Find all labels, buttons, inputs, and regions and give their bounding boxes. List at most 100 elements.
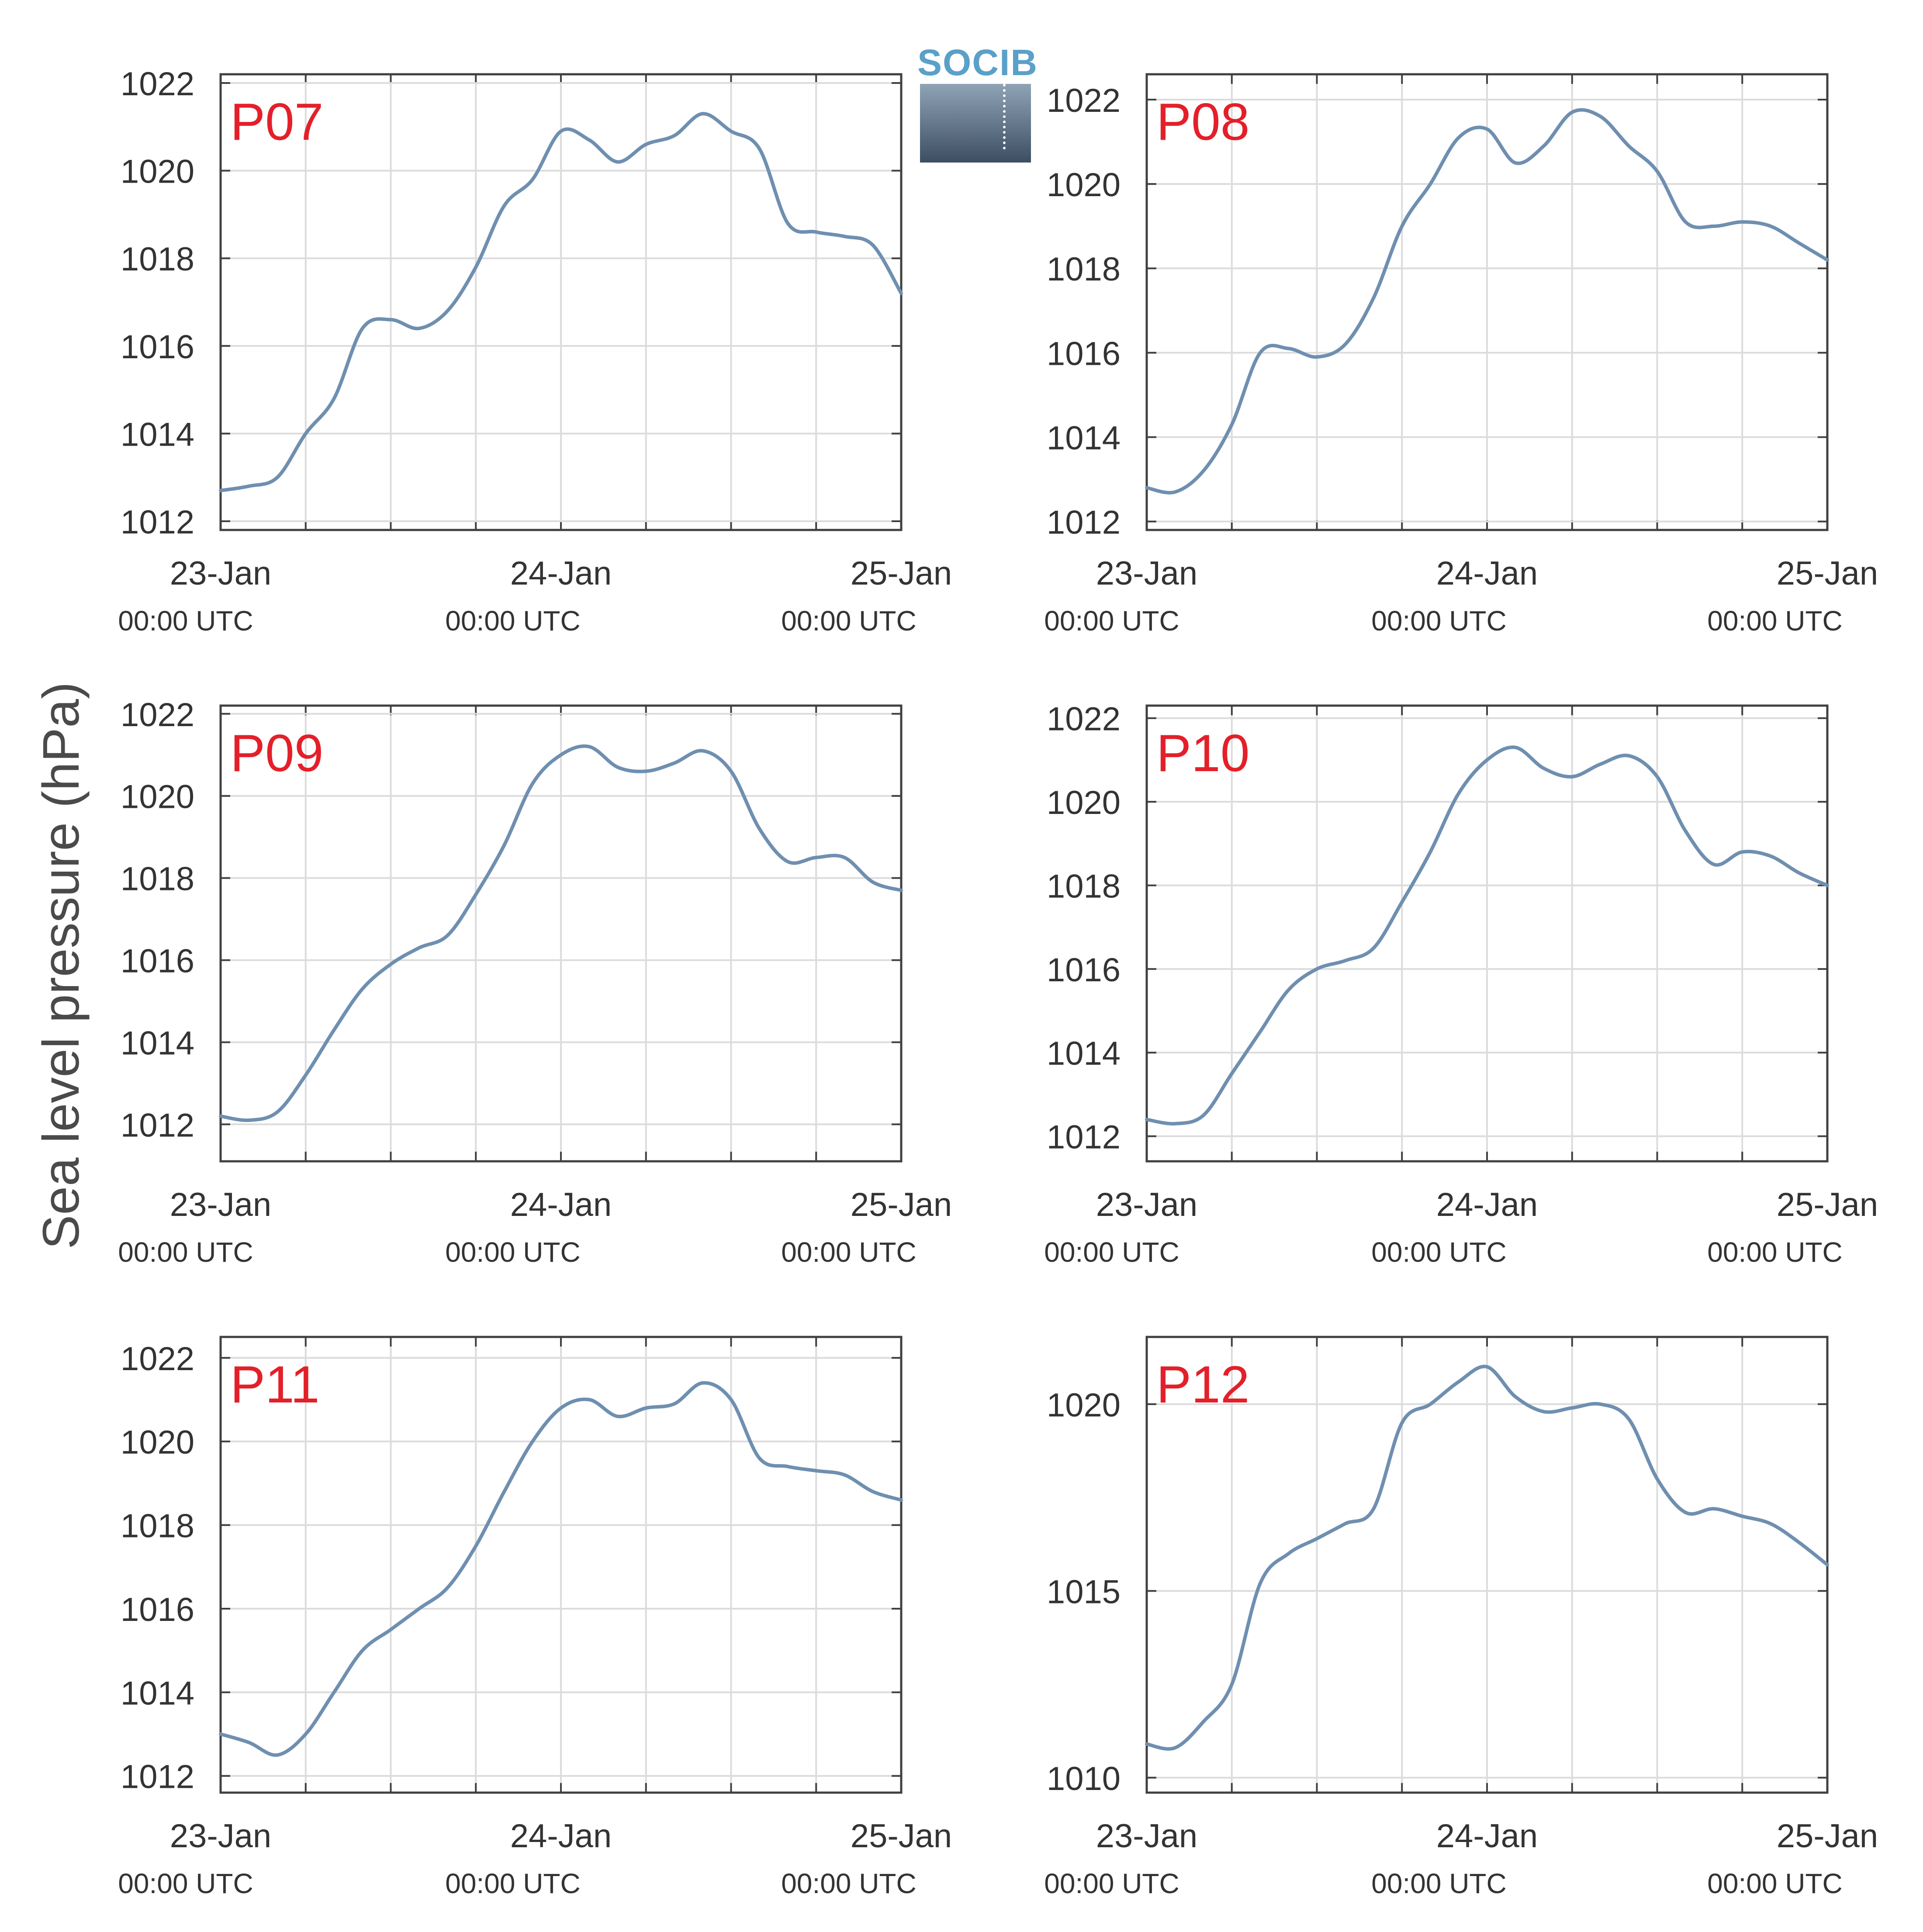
panel-label: P09 [230,724,324,782]
data-point [1231,1073,1232,1074]
y-tick-label: 1020 [121,153,194,190]
y-tick-label: 1018 [1047,868,1121,905]
x-tick-label: 24-Jan [510,1818,612,1855]
y-tick-label: 1022 [121,1340,194,1378]
x-tick-sublabel: 00:00 UTC [1707,1868,1842,1899]
data-point [1231,1684,1232,1685]
x-tick-label: 23-Jan [1096,1186,1197,1223]
y-tick-label: 1012 [121,1107,194,1144]
data-point [1742,1516,1743,1517]
x-tick-label: 23-Jan [170,1186,271,1223]
chart-panel-p09: 1012 1014 1016 1018 1020 1022 P09 23-Jan 00:00 U… [118,696,952,1268]
x-tick-sublabel: 00:00 UTC [781,1236,916,1268]
plot-frame [219,73,903,531]
x-tick-sublabel: 00:00 UTC [1707,605,1842,637]
data-point [305,433,306,434]
y-tick-label: 1022 [121,66,194,103]
y-tick-label: 1014 [1047,1035,1121,1072]
data-point [1685,1512,1686,1513]
plot-frame [1145,704,1829,1163]
y-tick-label: 1018 [1047,251,1121,288]
x-tick-label: 23-Jan [170,1818,271,1855]
x-tick-label: 23-Jan [1096,555,1197,592]
y-tick-label: 1018 [121,241,194,278]
panel-label: P12 [1156,1355,1250,1414]
x-tick-label: 23-Jan [170,555,271,592]
x-tick-sublabel: 00:00 UTC [1044,1236,1179,1268]
x-tick-label: 25-Jan [1777,555,1878,592]
data-point [1543,768,1544,769]
chart-panel-p11: 1012 1014 1016 1018 1020 1022 P11 23-Jan 00:00 U… [118,1336,952,1899]
y-tick-label: 1020 [121,779,194,816]
y-tick-label: 1016 [121,1591,194,1628]
y-tick-label: 1016 [121,943,194,980]
y-tick-label: 1016 [1047,335,1121,372]
y-tick-label: 1022 [1047,82,1121,119]
y-tick-label: 1010 [1047,1760,1121,1797]
x-tick-sublabel: 00:00 UTC [445,1236,580,1268]
panel-label: P08 [1156,93,1250,151]
x-tick-sublabel: 00:00 UTC [781,1868,916,1899]
x-tick-label: 24-Jan [1436,1186,1538,1223]
pressure-series-line [1145,108,1829,495]
chart-panel-p10: 1012 1014 1016 1018 1020 1022 P10 23-Jan 00:00 U… [1044,701,1878,1268]
data-point [362,328,363,329]
plot-frame [219,704,903,1163]
x-tick-label: 25-Jan [851,1186,952,1223]
data-point [1827,885,1828,886]
x-tick-label: 25-Jan [851,555,952,592]
data-point [1373,948,1374,949]
data-point [1600,116,1601,117]
x-tick-sublabel: 00:00 UTC [1044,605,1179,637]
y-tick-label: 1014 [121,416,194,453]
data-point [844,857,845,858]
socib-logo: SOCIB [917,44,1037,166]
x-tick-sublabel: 00:00 UTC [118,1236,253,1268]
x-tick-label: 24-Jan [1436,555,1538,592]
x-tick-label: 25-Jan [851,1818,952,1855]
x-tick-sublabel: 00:00 UTC [118,605,253,637]
x-tick-label: 24-Jan [510,555,612,592]
y-tick-label: 1012 [1047,504,1121,541]
y-tick-label: 1014 [121,1675,194,1712]
y-axis-label: Sea level pressure (hPa) [32,682,90,1250]
data-point [362,1650,363,1651]
x-tick-sublabel: 00:00 UTC [1371,1236,1506,1268]
y-tick-label: 1012 [121,504,194,541]
x-tick-label: 24-Jan [510,1186,612,1223]
y-tick-label: 1020 [1047,1387,1121,1424]
data-point [504,205,505,206]
x-tick-sublabel: 00:00 UTC [445,1868,580,1899]
x-tick-sublabel: 00:00 UTC [445,605,580,637]
x-tick-label: 25-Jan [1777,1818,1878,1855]
data-point [1231,424,1232,425]
panel-label: P11 [230,1355,320,1414]
y-tick-label: 1015 [1047,1573,1121,1610]
x-tick-sublabel: 00:00 UTC [118,1868,253,1899]
x-tick-label: 25-Jan [1777,1186,1878,1223]
x-tick-sublabel: 00:00 UTC [1371,1868,1506,1899]
x-tick-sublabel: 00:00 UTC [1371,605,1506,637]
pressure-series-line [1145,1364,1829,1751]
data-point [1600,764,1601,765]
data-point [901,293,902,294]
y-tick-label: 1012 [121,1759,194,1796]
x-tick-label: 24-Jan [1436,1818,1538,1855]
panel-label: P07 [230,93,324,151]
data-point [1288,1553,1289,1554]
y-tick-label: 1016 [1047,952,1121,989]
socib-logo-wave [920,84,1031,163]
data-point [844,236,845,237]
x-tick-sublabel: 00:00 UTC [781,605,916,637]
y-tick-label: 1014 [1047,420,1121,457]
data-point [305,1734,306,1735]
y-tick-label: 1016 [121,329,194,366]
y-tick-label: 1020 [121,1424,194,1461]
socib-logo-buoy-line [1003,84,1006,149]
data-point [1288,348,1289,349]
y-tick-label: 1020 [1047,784,1121,821]
y-tick-label: 1012 [1047,1119,1121,1156]
chart-panel-p07: 1012 1014 1016 1018 1020 1022 P07 23-Jan 00:00 U… [118,66,952,637]
data-point [759,828,760,829]
